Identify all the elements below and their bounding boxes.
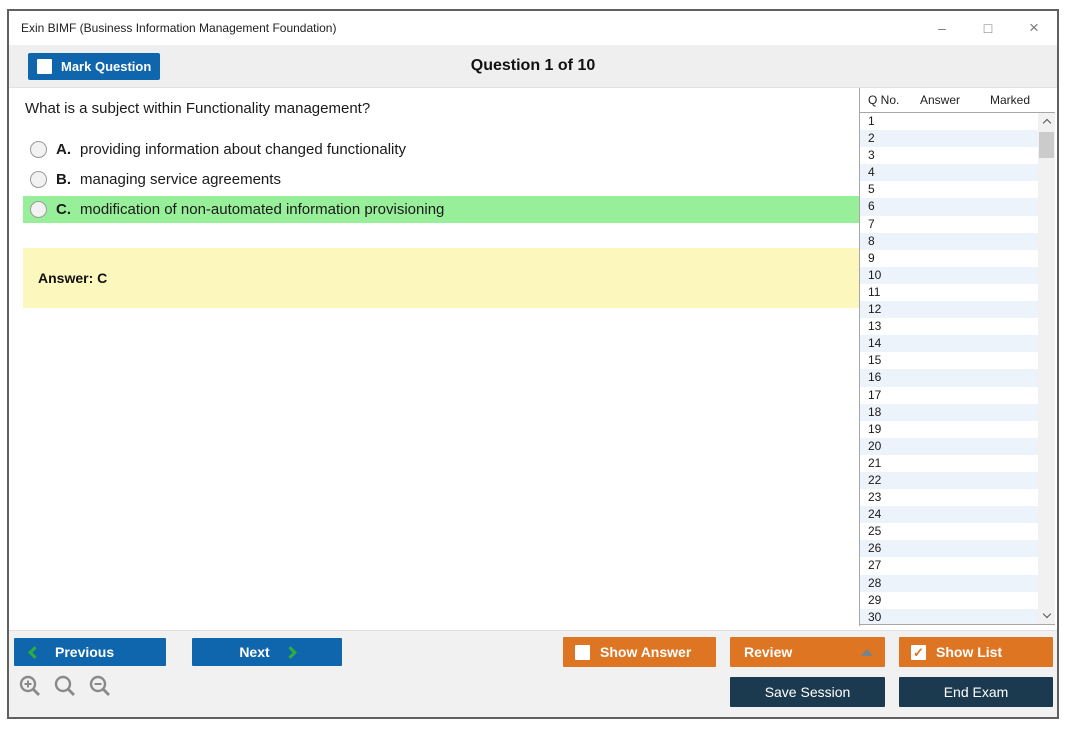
scroll-up-icon[interactable] — [1038, 113, 1055, 130]
end-exam-label: End Exam — [943, 684, 1009, 700]
answer-text: Answer: C — [38, 270, 108, 286]
question-list-panel: Q No. Answer Marked 1 2 3 4 5 6 7 8 9 10 11 12 13 14 1… — [859, 88, 1055, 626]
show-answer-label: Show Answer — [600, 644, 692, 660]
question-list-row[interactable]: 17 — [868, 387, 882, 402]
option-row[interactable]: C. modification of non-automated informat… — [23, 196, 860, 223]
maximize-icon[interactable]: □ — [983, 20, 993, 36]
content-area: What is a subject within Functionality m… — [9, 88, 1057, 630]
footer-bar: Previous Next Show Answer Review ✓ Show … — [9, 630, 1057, 717]
zoom-in-icon[interactable] — [17, 673, 43, 699]
save-session-button[interactable]: Save Session — [730, 677, 885, 707]
scrollbar-thumb[interactable] — [1039, 132, 1054, 158]
question-list-row[interactable]: 8 — [860, 232, 1038, 250]
question-list-row[interactable]: 29 — [868, 592, 882, 607]
question-list-row[interactable]: 19 — [868, 421, 882, 436]
question-rows: 1 2 3 4 5 6 7 8 9 10 11 12 13 14 15 16 17 18 19 20 21 22 23 24 2… — [860, 113, 1038, 624]
window-title: Exin BIMF (Business Information Manageme… — [21, 21, 337, 35]
option-row[interactable]: B. managing service agreements — [23, 166, 860, 193]
mark-question-checkbox[interactable] — [37, 59, 52, 74]
question-list-row[interactable]: 27 — [868, 558, 882, 573]
option-text: managing service agreements — [80, 171, 281, 188]
save-session-label: Save Session — [764, 684, 851, 700]
end-exam-button[interactable]: End Exam — [899, 677, 1053, 707]
question-list-row[interactable]: 18 — [860, 403, 1038, 421]
show-answer-button[interactable]: Show Answer — [563, 637, 716, 667]
option-letter: A. — [56, 141, 71, 158]
review-label: Review — [744, 644, 793, 660]
minimize-icon[interactable]: – — [938, 20, 946, 36]
radio-button[interactable] — [30, 171, 47, 188]
previous-label: Previous — [55, 644, 115, 660]
question-list-header: Q No. Answer Marked — [860, 88, 1055, 112]
question-list-row[interactable]: 14 — [860, 335, 1038, 353]
mark-question-label: Mark Question — [61, 59, 152, 74]
exam-window: Exin BIMF (Business Information Manageme… — [7, 9, 1059, 719]
option-text: providing information about changed func… — [80, 141, 407, 158]
question-list-row[interactable]: 15 — [868, 353, 882, 368]
show-list-checkbox[interactable]: ✓ — [911, 644, 926, 660]
zoom-controls — [17, 673, 113, 699]
show-answer-checkbox[interactable] — [575, 644, 590, 660]
question-list-row[interactable]: 2 — [860, 130, 1038, 148]
question-list-row[interactable]: 23 — [868, 490, 882, 505]
previous-button[interactable]: Previous — [14, 638, 166, 666]
answer-box: Answer: C — [23, 248, 860, 308]
checkmark-icon: ✓ — [913, 644, 924, 660]
radio-button[interactable] — [30, 201, 47, 218]
next-label: Next — [239, 644, 270, 660]
options-list: A. providing information about changed fu… — [23, 136, 860, 226]
question-list-row[interactable]: 21 — [868, 455, 882, 470]
mark-question-button[interactable]: Mark Question — [28, 53, 160, 80]
column-marked: Marked — [990, 93, 1031, 107]
next-button[interactable]: Next — [192, 638, 342, 666]
column-answer: Answer — [920, 93, 961, 107]
show-list-label: Show List — [936, 644, 1003, 660]
question-list-row[interactable]: 10 — [860, 266, 1038, 284]
close-icon[interactable]: × — [1029, 18, 1039, 37]
option-letter: C. — [56, 201, 71, 218]
chevron-right-icon — [283, 645, 297, 659]
question-list-row[interactable]: 20 — [860, 437, 1038, 455]
question-list-row[interactable]: 30 — [860, 608, 1038, 624]
zoom-out-icon[interactable] — [87, 673, 113, 699]
question-list-row[interactable]: 28 — [860, 574, 1038, 592]
question-list-row[interactable]: 7 — [868, 216, 875, 231]
header-strip: Mark Question Question 1 of 10 — [9, 45, 1057, 88]
question-list-row[interactable]: 1 — [868, 114, 875, 128]
question-list-box: 1 2 3 4 5 6 7 8 9 10 11 12 13 14 15 16 17 18 19 20 21 22 23 24 2… — [860, 112, 1055, 625]
review-button[interactable]: Review — [730, 637, 885, 667]
question-list-row[interactable]: 24 — [860, 506, 1038, 524]
question-list-row[interactable]: 3 — [868, 148, 875, 163]
show-list-button[interactable]: ✓ Show List — [899, 637, 1053, 667]
question-list-row[interactable]: 12 — [860, 301, 1038, 319]
question-list-row[interactable]: 26 — [860, 540, 1038, 558]
question-text: What is a subject within Functionality m… — [25, 100, 371, 117]
radio-button[interactable] — [30, 141, 47, 158]
question-list-row[interactable]: 5 — [868, 182, 875, 197]
option-letter: B. — [56, 171, 71, 188]
question-counter: Question 1 of 10 — [470, 57, 596, 74]
question-list-row[interactable]: 13 — [868, 319, 882, 334]
chevron-left-icon — [28, 645, 41, 659]
question-list-row[interactable]: 11 — [868, 284, 881, 299]
column-qno: Q No. — [868, 93, 900, 107]
title-bar: Exin BIMF (Business Information Manageme… — [9, 11, 1057, 45]
option-row[interactable]: A. providing information about changed fu… — [23, 136, 860, 163]
question-list-row[interactable]: 6 — [860, 198, 1038, 216]
scrollbar[interactable] — [1038, 113, 1055, 624]
option-text: modification of non-automated informatio… — [80, 201, 445, 218]
question-list-row[interactable]: 22 — [860, 471, 1038, 490]
triangle-up-icon — [861, 649, 873, 656]
zoom-reset-icon[interactable] — [52, 673, 78, 699]
question-list-row[interactable]: 9 — [868, 250, 875, 265]
window-controls: – □ × — [919, 11, 1057, 45]
scroll-down-icon[interactable] — [1038, 607, 1055, 624]
question-list-row[interactable]: 16 — [860, 369, 1038, 387]
question-list-row[interactable]: 4 — [860, 164, 1038, 182]
question-list-row[interactable]: 25 — [868, 524, 882, 539]
